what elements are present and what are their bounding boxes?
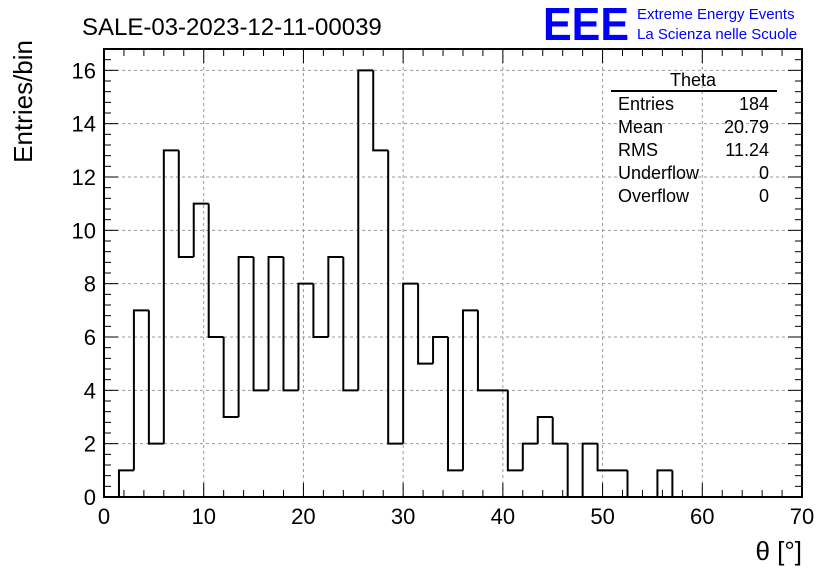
y-axis-label: Entries/bin [8,40,38,163]
eee-logo: EEE Extreme Energy Events La Scienza nel… [543,0,797,50]
eee-logo-line1: Extreme Energy Events [637,6,795,23]
histogram-bars [117,69,674,498]
y-tick-label: 16 [72,58,96,83]
y-tick-label: 14 [72,112,96,137]
eee-logo-line2: La Scienza nelle Scuole [637,26,797,43]
x-tick-label: 40 [491,504,515,529]
stats-row-value: 0 [759,186,769,206]
tick-labels: 0 10 20 30 40 50 60 70 0 2 4 6 8 10 12 14 16 [72,58,815,529]
x-tick-label: 20 [291,504,315,529]
y-tick-label: 6 [84,325,96,350]
stats-row-label: Underflow [618,163,700,183]
x-tick-label: 70 [790,504,814,529]
x-tick-label: 50 [590,504,614,529]
grid-lines [104,49,802,497]
y-tick-label: 4 [84,378,96,403]
histogram-outline [117,69,674,498]
y-tick-label: 8 [84,272,96,297]
y-tick-label: 0 [84,485,96,510]
stats-box: Theta Entries 184 Mean 20.79 RMS 11.24 Underfl… [611,70,777,206]
stats-box-title: Theta [670,70,717,90]
stats-row-label: Entries [618,94,674,114]
stats-row-label: Mean [618,117,663,137]
chart-title: SALE-03-2023-12-11-00039 [82,14,382,41]
stats-row-value: 184 [739,94,769,114]
stats-row-value: 11.24 [725,140,769,160]
stats-row-value: 20.79 [724,117,769,137]
stats-row-label: RMS [618,140,658,160]
x-tick-label: 10 [191,504,215,529]
stats-row-value: 0 [759,163,769,183]
x-tick-label: 0 [98,504,110,529]
axis-ticks [103,48,803,498]
y-tick-label: 10 [72,218,96,243]
x-axis-label: θ [°] [755,536,802,566]
x-tick-label: 60 [690,504,714,529]
stats-row-label: Overflow [618,186,690,206]
y-tick-label: 12 [72,165,96,190]
y-tick-label: 2 [84,432,96,457]
x-tick-label: 30 [391,504,415,529]
eee-logo-mark: EEE [543,0,629,50]
